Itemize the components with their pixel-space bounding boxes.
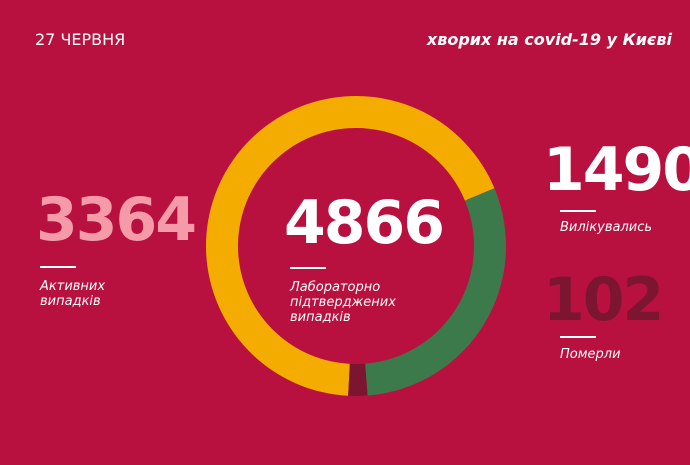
divider <box>560 210 596 212</box>
divider <box>290 267 326 269</box>
title: хворих на covid-19 у Києві <box>426 30 672 49</box>
value-label: 102 <box>543 265 664 335</box>
value-label: 1490 <box>543 135 690 205</box>
divider <box>40 266 76 268</box>
donut-segment <box>365 188 506 396</box>
category-label: Активних випадків <box>40 279 106 309</box>
donut-segment <box>348 363 368 396</box>
value-label: 3364 <box>36 185 197 255</box>
total-label: 4866 <box>284 188 445 258</box>
date: 27 ЧЕРВНЯ <box>35 30 126 49</box>
divider <box>560 336 596 338</box>
total-caption: Лабораторно підтверджених випадків <box>290 280 396 325</box>
category-label: Вилікувались <box>560 220 653 235</box>
category-label: Померли <box>560 347 621 362</box>
